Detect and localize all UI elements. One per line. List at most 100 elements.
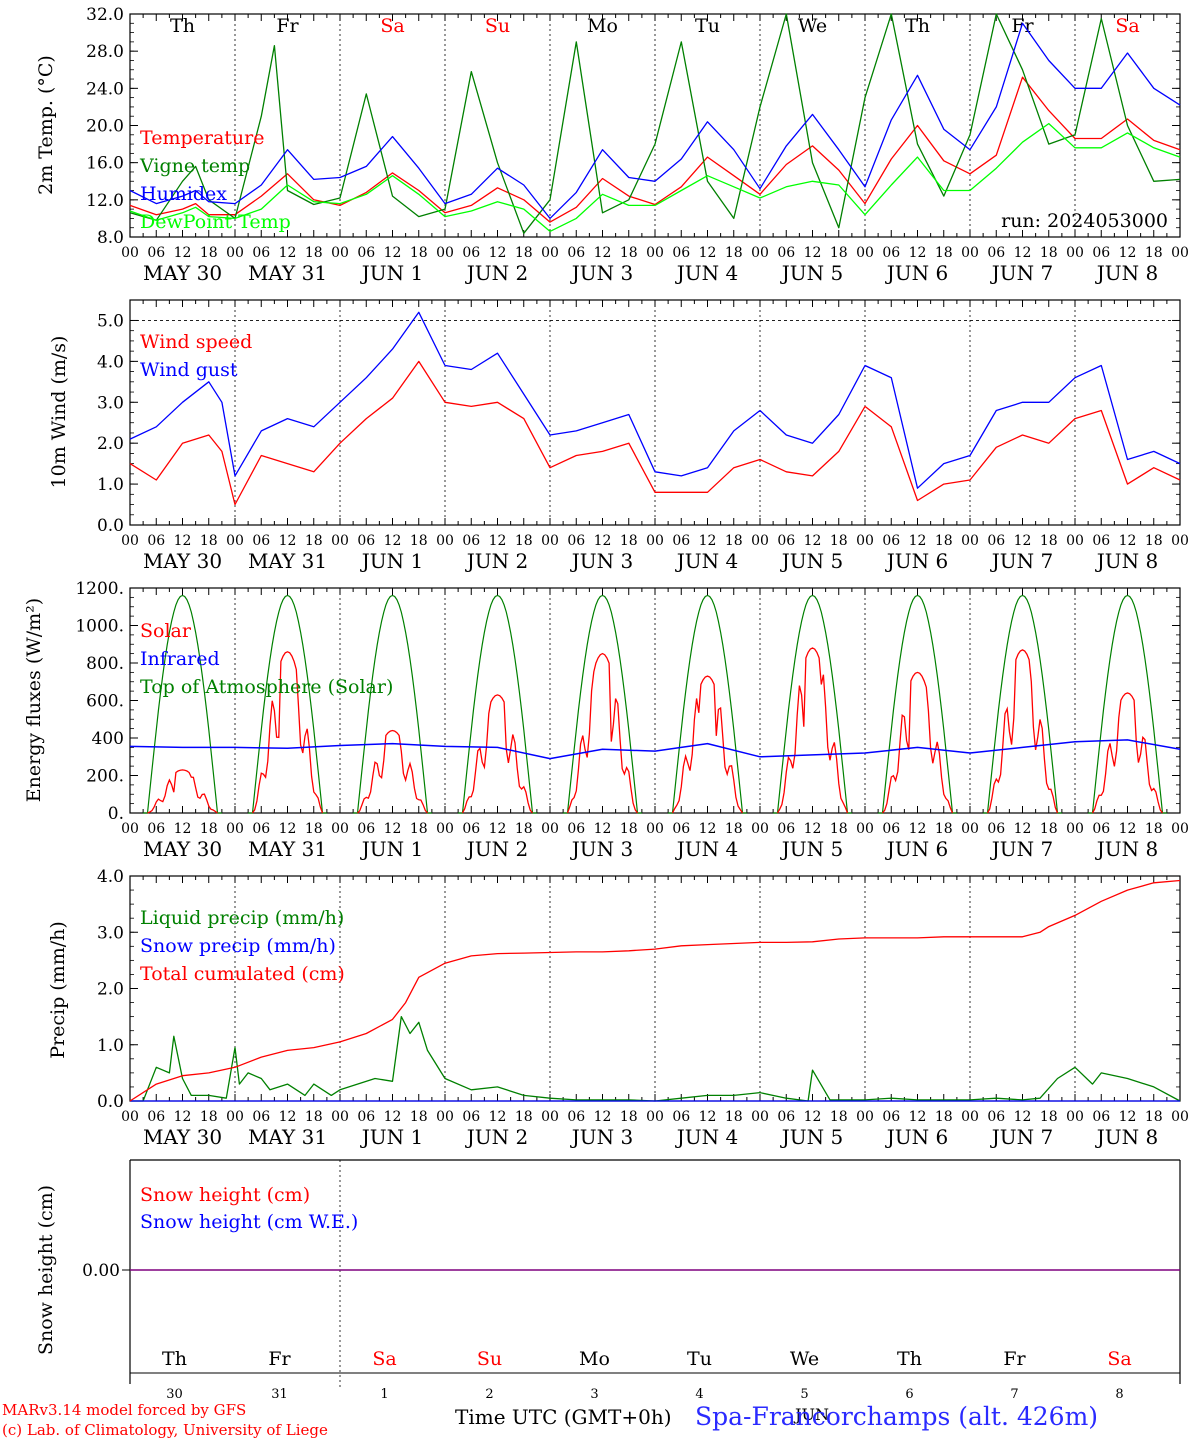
temp-hour-label: 18 (725, 245, 743, 261)
precip-series-total-cumulated-cm- (129, 879, 1181, 1102)
temp-hour-label: 00 (961, 245, 979, 261)
temp-hour-label: 12 (384, 245, 402, 261)
precip-hour-label: 06 (882, 1109, 900, 1125)
precip-hour-label: 00 (121, 1109, 139, 1125)
precip-legend-snow-precip-mm-h: Snow precip (mm/h) (140, 935, 336, 957)
snow-ytick-label: 0.00 (82, 1261, 120, 1281)
precip-hour-label: 18 (1040, 1109, 1058, 1125)
wind-ytick-label: 0.0 (97, 516, 124, 536)
energy-hour-label: 06 (147, 821, 165, 837)
energy-ytick-label: 1200. (75, 579, 124, 599)
wind-hour-label: 00 (961, 533, 979, 549)
precip-hour-label: 00 (331, 1109, 349, 1125)
energy-date-label: JUN 1 (360, 837, 423, 861)
temp-hour-label: 18 (620, 245, 638, 261)
energy-legend-top-of-atmosphere-solar: Top of Atmosphere (Solar) (140, 676, 393, 698)
snow-day-label: Th (162, 1348, 187, 1370)
precip-hour-label: 18 (200, 1109, 218, 1125)
snow-day-label: Sa (372, 1348, 396, 1370)
wind-hour-label: 00 (646, 533, 664, 549)
precip-hour-label: 06 (147, 1109, 165, 1125)
snow-day-label: Sa (1107, 1348, 1131, 1370)
temp-legend-vigne-temp: Vigne temp (139, 155, 250, 177)
temp-legend-humidex: Humidex (140, 183, 227, 205)
precip-date-label: MAY 31 (248, 1125, 327, 1149)
energy-hour-label: 06 (987, 821, 1005, 837)
temp-hour-label: 06 (147, 245, 165, 261)
temp-ytick-label: 12.0 (86, 191, 124, 211)
precip-hour-label: 18 (725, 1109, 743, 1125)
temp-date-label: JUN 6 (885, 261, 948, 285)
temp-y-axis-label: 2m Temp. (°C) (35, 55, 57, 195)
wind-hour-label: 06 (462, 533, 480, 549)
precip-hour-label: 06 (462, 1109, 480, 1125)
precip-date-label: JUN 3 (570, 1125, 633, 1149)
snow-day-label: Mo (579, 1348, 610, 1370)
wind-hour-label: 00 (751, 533, 769, 549)
wind-hour-label: 18 (410, 533, 428, 549)
snow-day-number: 7 (1010, 1387, 1018, 1402)
energy-hour-label: 06 (882, 821, 900, 837)
temp-date-label: JUN 4 (675, 261, 738, 285)
wind-hour-label: 12 (1014, 533, 1032, 549)
wind-y-axis-label: 10m Wind (m/s) (48, 336, 70, 489)
temp-date-label: JUN 1 (360, 261, 423, 285)
wind-date-label: JUN 4 (675, 549, 738, 573)
snow-day-number: 2 (485, 1387, 493, 1402)
energy-hour-label: 00 (1171, 821, 1189, 837)
temp-hour-label: 18 (830, 245, 848, 261)
precip-hour-label: 18 (515, 1109, 533, 1125)
precip-ytick-label: 1.0 (97, 1036, 124, 1056)
temp-day-label: Mo (587, 15, 618, 37)
temp-date-label: MAY 31 (248, 261, 327, 285)
energy-hour-label: 00 (331, 821, 349, 837)
temp-hour-label: 00 (646, 245, 664, 261)
precip-hour-label: 12 (384, 1109, 402, 1125)
wind-hour-label: 00 (1171, 533, 1189, 549)
snow-day-number: 1 (380, 1387, 388, 1402)
wind-hour-label: 12 (1119, 533, 1137, 549)
precip-hour-label: 00 (226, 1109, 244, 1125)
precip-date-label: JUN 6 (885, 1125, 948, 1149)
temp-hour-label: 00 (751, 245, 769, 261)
temp-day-label: Th (170, 15, 195, 37)
precip-hour-label: 00 (751, 1109, 769, 1125)
temp-ytick-label: 28.0 (86, 42, 124, 62)
precip-hour-label: 18 (305, 1109, 323, 1125)
energy-date-label: JUN 6 (885, 837, 948, 861)
wind-hour-label: 06 (147, 533, 165, 549)
wind-hour-label: 18 (620, 533, 638, 549)
precip-hour-label: 12 (594, 1109, 612, 1125)
energy-hour-label: 06 (462, 821, 480, 837)
temp-ytick-label: 16.0 (86, 154, 124, 174)
wind-hour-label: 06 (1092, 533, 1110, 549)
snow-legend-snow-height-cm: Snow height (cm) (140, 1184, 310, 1206)
wind-hour-label: 06 (987, 533, 1005, 549)
temp-hour-label: 18 (515, 245, 533, 261)
temp-hour-label: 18 (305, 245, 323, 261)
precip-legend-total-cumulated-cm: Total cumulated (cm) (140, 963, 345, 985)
energy-hour-label: 18 (1145, 821, 1163, 837)
precip-hour-label: 12 (804, 1109, 822, 1125)
temp-hour-label: 12 (594, 245, 612, 261)
energy-ytick-label: 1000. (75, 617, 124, 637)
temp-hour-label: 12 (1119, 245, 1137, 261)
temp-legend-dewpoint-temp: DewPoint Temp (140, 211, 291, 233)
precip-hour-label: 18 (410, 1109, 428, 1125)
precip-hour-label: 12 (279, 1109, 297, 1125)
temp-hour-label: 00 (856, 245, 874, 261)
wind-legend-wind-speed: Wind speed (140, 331, 252, 353)
precip-ytick-label: 2.0 (97, 980, 124, 1000)
energy-date-label: JUN 4 (675, 837, 738, 861)
temp-series-dewpoint-temp (129, 122, 1181, 233)
precip-hour-label: 06 (672, 1109, 690, 1125)
precip-hour-label: 18 (1145, 1109, 1163, 1125)
wind-date-label: JUN 1 (360, 549, 423, 573)
wind-hour-label: 18 (830, 533, 848, 549)
temp-day-label: Fr (276, 15, 299, 37)
precip-date-label: JUN 2 (465, 1125, 528, 1149)
wind-hour-label: 18 (515, 533, 533, 549)
x-axis-title: Time UTC (GMT+0h) (455, 1405, 672, 1429)
temp-hour-label: 00 (121, 245, 139, 261)
model-credit-line: MARv3.14 model forced by GFS (2, 1401, 247, 1419)
